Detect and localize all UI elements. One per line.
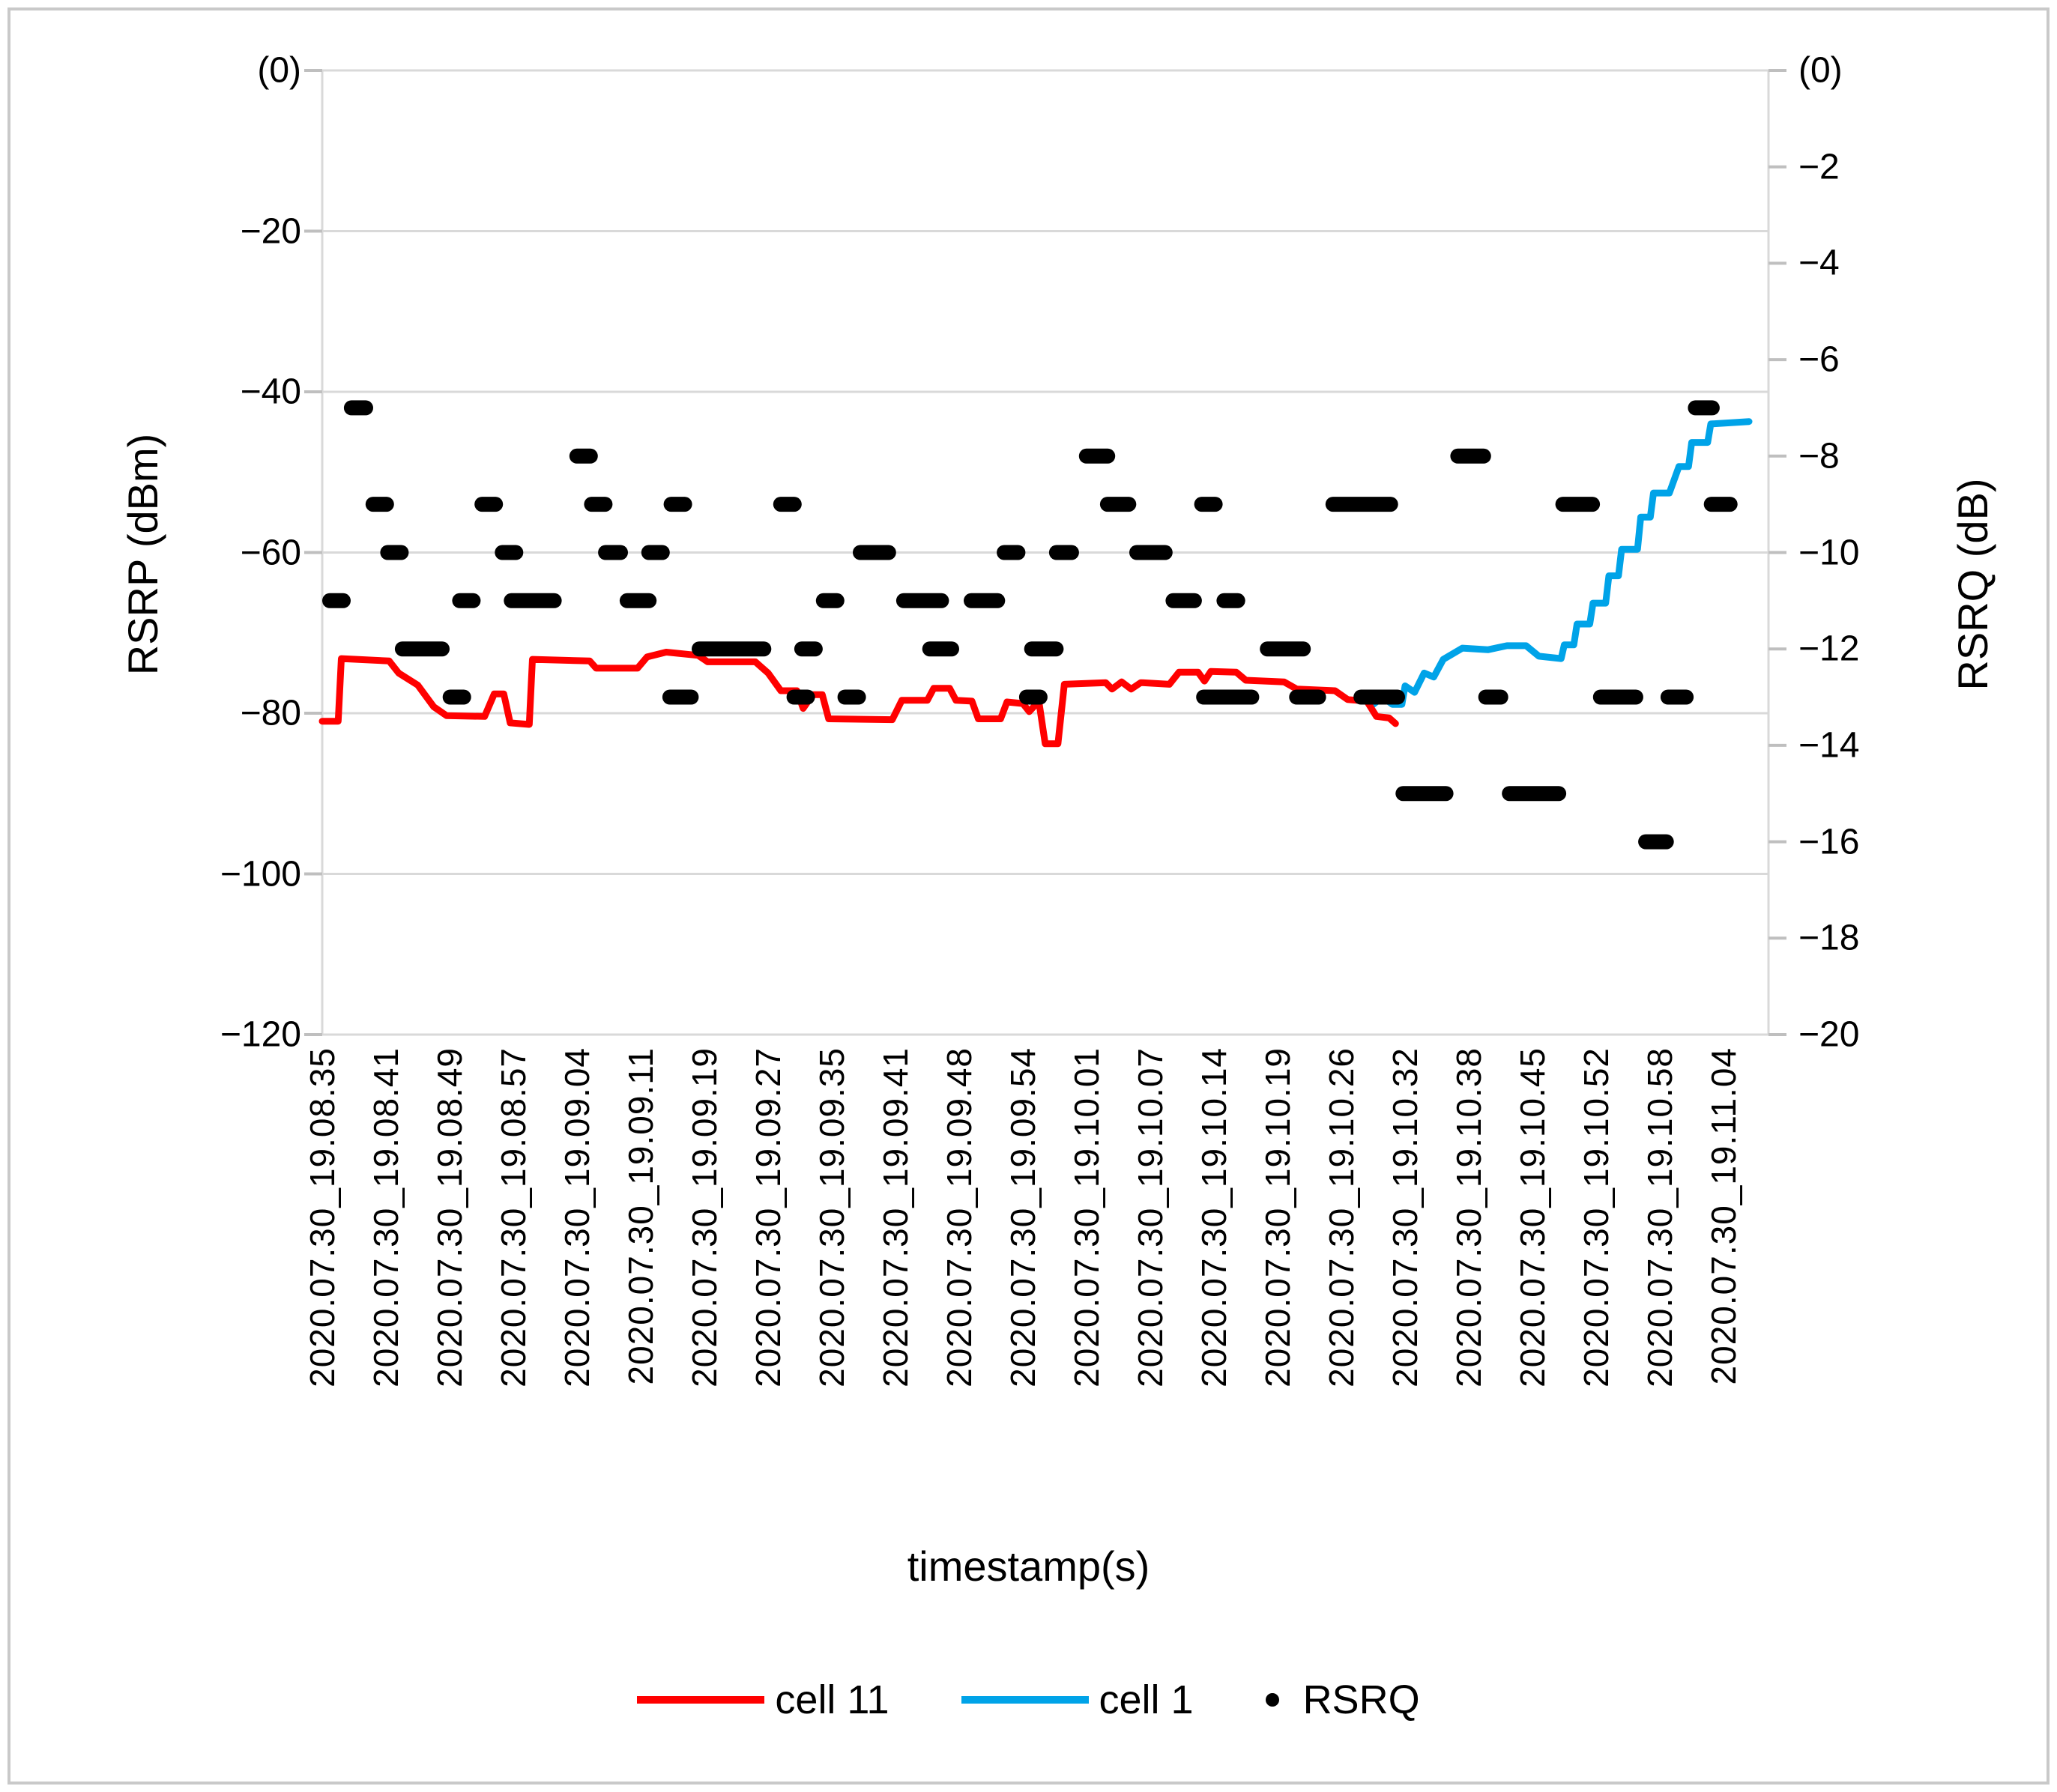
rsrq-dash: [1502, 786, 1567, 802]
y-right-tick-label: −14: [1798, 725, 1860, 766]
y-left-tick-label: −40: [240, 372, 301, 412]
y-right-tick-label: −8: [1798, 436, 1840, 476]
legend-label-rsrq: RSRQ: [1302, 1677, 1420, 1722]
rsrq-dash: [1078, 448, 1116, 464]
y-left-tick-label: (0): [257, 50, 301, 91]
rsrq-dash: [1216, 593, 1245, 608]
plot-area: [304, 69, 1786, 1036]
rsrq-dash: [837, 689, 866, 705]
rsrq-dash: [815, 593, 845, 608]
y-right-tick-label: −2: [1798, 147, 1840, 187]
rsrq-dash: [662, 689, 699, 705]
rsrq-dash: [1353, 689, 1405, 705]
y-right-axis-title: RSRQ (dB): [1949, 478, 1996, 691]
rsrq-dash: [365, 497, 394, 512]
cell11-line-swatch: [637, 1696, 765, 1704]
y-left-tick-label: −80: [240, 693, 301, 733]
y-right-tick-label: −16: [1798, 822, 1860, 862]
legend-item-cell11: cell 11: [637, 1677, 889, 1723]
rsrq-dash: [495, 545, 524, 560]
rsrq-dash: [1260, 641, 1311, 657]
rsrq-dash: [1395, 786, 1454, 802]
y-right-tick-label: −18: [1798, 918, 1860, 958]
rsrq-dash: [380, 545, 409, 560]
rsrq-dash: [322, 593, 351, 608]
rsrq-dash: [1196, 689, 1260, 705]
rsrq-dash: [569, 448, 598, 464]
y-left-tick-label: −60: [240, 533, 301, 572]
rsrq-dash: [1165, 593, 1202, 608]
y-right-tick-label: −12: [1798, 629, 1860, 669]
rsrq-dash: [997, 545, 1026, 560]
series-line-cell-11: [318, 649, 1399, 748]
y-right-tick-label: −6: [1798, 339, 1840, 380]
series-line-cell-1: [1357, 418, 1753, 708]
y-right-tick-label: −4: [1798, 243, 1840, 283]
rsrq-dash: [394, 641, 450, 657]
y-left-tick-label: −100: [220, 854, 301, 894]
y-right-tick-label: −10: [1798, 533, 1860, 572]
rsrq-dash: [853, 545, 896, 560]
y-right-tick-label: −20: [1798, 1014, 1860, 1055]
rsrq-dash: [786, 689, 815, 705]
rsrq-dash: [1129, 545, 1173, 560]
rsrq-dash: [1048, 545, 1079, 560]
cell1-line-swatch: [961, 1696, 1089, 1704]
y-right-tick-label: (0): [1798, 50, 1843, 91]
rsrq-dash: [692, 641, 772, 657]
x-tick-label: 2020.07.30_19.11.04: [1704, 1047, 1743, 1385]
rsrq-dash: [1478, 689, 1508, 705]
rsrq-dash: [641, 545, 670, 560]
rsrq-dash: [474, 497, 504, 512]
legend-item-rsrq: RSRQ: [1265, 1677, 1420, 1723]
x-axis-title: timestamp(s): [907, 1543, 1150, 1590]
rsrq-dash: [773, 497, 802, 512]
legend-label-cell1: cell 1: [1099, 1677, 1194, 1722]
legend: cell 11 cell 1 RSRQ: [0, 1677, 2057, 1723]
rsrq-dash: [619, 593, 657, 608]
rsrq-dash: [1024, 641, 1064, 657]
rsrq-dash: [895, 593, 949, 608]
rsrq-dash: [343, 400, 373, 416]
rsrq-dot-swatch: [1265, 1693, 1279, 1707]
rsrq-dash: [1289, 689, 1326, 705]
rsrq-dash: [1703, 497, 1738, 512]
rsrq-dash: [794, 641, 823, 657]
y-left-tick-label: −20: [240, 211, 301, 251]
rsrq-dash: [1638, 834, 1674, 850]
rsrq-dash: [1688, 400, 1720, 416]
rsrq-dash: [1018, 689, 1048, 705]
rsrq-dash: [1555, 497, 1601, 512]
rsrq-dash: [1099, 497, 1137, 512]
rsrq-dash: [1450, 448, 1491, 464]
rsrq-dash: [442, 689, 471, 705]
legend-label-cell11: cell 11: [775, 1677, 889, 1722]
rsrq-dash: [1660, 689, 1694, 705]
rsrq-dash: [1592, 689, 1643, 705]
rsrq-dash: [504, 593, 562, 608]
rsrq-dash: [584, 497, 613, 512]
rsrq-dash: [1194, 497, 1223, 512]
rsrq-dash: [598, 545, 628, 560]
rsrq-dash: [452, 593, 481, 608]
legend-item-cell1: cell 1: [961, 1677, 1194, 1723]
y-left-tick-label: −120: [220, 1014, 301, 1055]
rsrq-dash: [1325, 497, 1398, 512]
rsrq-dash: [922, 641, 959, 657]
rsrq-dash: [663, 497, 692, 512]
rsrq-dash: [964, 593, 1006, 608]
